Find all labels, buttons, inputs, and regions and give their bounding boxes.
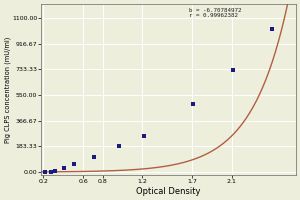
Y-axis label: Pig CLPS concentration (mU/ml): Pig CLPS concentration (mU/ml) [4,36,11,143]
Point [72,163,77,166]
Text: b = -6.70784972
r = 0.99962382: b = -6.70784972 r = 0.99962382 [189,8,242,18]
Point [141,135,146,138]
Point [62,166,67,169]
Point [49,170,54,173]
Point [92,156,97,159]
Point [270,28,275,31]
Point [230,68,235,72]
Point [191,102,196,105]
Point [52,170,57,173]
X-axis label: Optical Density: Optical Density [136,187,201,196]
Point [43,170,48,174]
Point [116,145,121,148]
